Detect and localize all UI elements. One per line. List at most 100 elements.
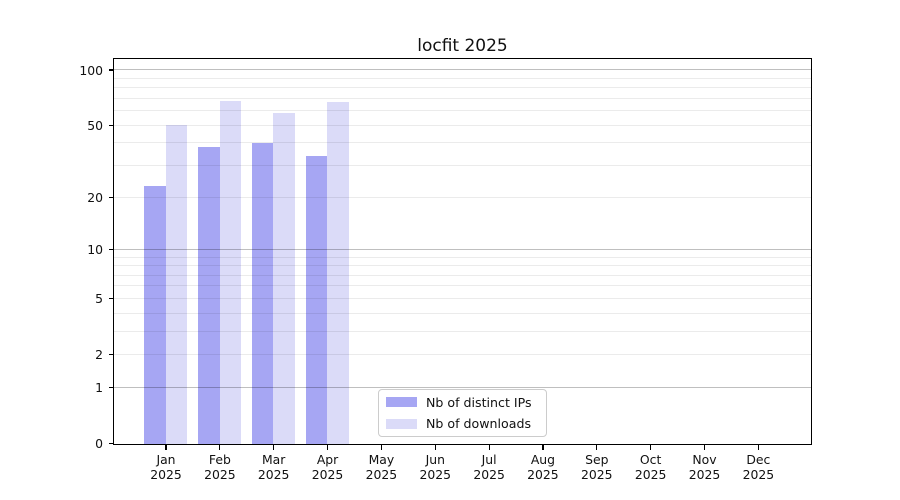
x-tick-label: Jan 2025 [134, 452, 198, 482]
x-tick-month: Feb [208, 452, 231, 467]
x-tick-label: Mar 2025 [242, 452, 306, 482]
x-tick-label: Jul 2025 [457, 452, 521, 482]
x-tick-year: 2025 [311, 467, 344, 482]
x-tick-year: 2025 [473, 467, 505, 482]
x-tick [650, 445, 652, 450]
gridline-minor [113, 110, 811, 112]
bar-downloads [219, 100, 242, 444]
y-tick-label: 5 [95, 291, 103, 307]
x-tick-year: 2025 [742, 467, 775, 482]
x-tick-year: 2025 [527, 467, 559, 482]
x-tick-year: 2025 [204, 467, 236, 482]
x-tick-month: Aug [530, 452, 556, 467]
x-tick-month: Jul [481, 452, 497, 467]
gridline-minor [113, 312, 811, 314]
x-tick-year: 2025 [688, 467, 721, 482]
x-tick-month: Dec [746, 452, 771, 467]
y-tick-label: 1 [95, 380, 103, 396]
x-tick [434, 445, 436, 450]
y-tick [108, 298, 114, 300]
x-tick [488, 445, 490, 450]
legend-item-distinct-ips: Nb of distinct IPs [386, 393, 546, 412]
gridline-minor [113, 330, 811, 332]
x-tick-year: 2025 [257, 467, 290, 482]
legend-swatch-distinct-ips [386, 397, 417, 407]
x-tick [165, 445, 167, 450]
plot-area [112, 57, 812, 445]
bar-distinct-ips [251, 142, 274, 444]
x-tick-month: Mar [261, 452, 286, 467]
y-tick [108, 248, 114, 251]
gridline-minor [113, 274, 811, 276]
x-tick-year: 2025 [419, 467, 452, 482]
y-tick-label: 50 [87, 117, 103, 133]
gridline-major [113, 386, 811, 389]
x-tick-year: 2025 [581, 467, 613, 482]
y-tick [108, 354, 114, 356]
x-tick [380, 445, 382, 450]
x-tick [219, 445, 221, 450]
y-tick-label: 0 [95, 436, 103, 452]
bar-downloads [327, 101, 349, 444]
x-tick [703, 445, 706, 450]
x-tick-month: Apr [316, 452, 339, 467]
x-tick-label: Feb 2025 [188, 452, 252, 482]
bar-downloads [165, 125, 188, 444]
gridline-minor [113, 256, 811, 258]
gridline-minor [113, 297, 811, 299]
x-tick [326, 445, 329, 450]
bar-distinct-ips [305, 155, 328, 444]
y-tick [108, 124, 114, 126]
bar-distinct-ips [198, 146, 220, 444]
x-tick-year: 2025 [150, 467, 182, 482]
legend-box: Nb of distinct IPs Nb of downloads [378, 389, 547, 437]
gridline-major [113, 248, 811, 250]
legend-label-downloads: Nb of downloads [426, 416, 532, 432]
y-tick-label: 100 [79, 62, 103, 78]
x-tick-month: May [368, 452, 395, 467]
gridline-minor [113, 354, 811, 356]
y-tick [108, 443, 114, 445]
y-tick-label: 20 [87, 189, 103, 205]
y-tick-label: 10 [87, 242, 103, 258]
gridline-minor [113, 124, 811, 126]
x-tick-month: Sep [585, 452, 609, 467]
x-tick-label: May 2025 [349, 452, 413, 482]
x-tick-month: Oct [639, 452, 662, 467]
x-tick-label: Sep 2025 [565, 452, 629, 482]
gridline-minor [113, 285, 811, 287]
x-tick-month: Jun [425, 452, 445, 467]
x-tick-label: Jun 2025 [403, 452, 467, 482]
x-tick [273, 445, 275, 450]
x-tick-month: Jan [156, 452, 176, 467]
y-tick-label: 2 [95, 347, 103, 363]
gridline-minor [113, 87, 811, 89]
x-tick-label: Nov 2025 [673, 452, 737, 482]
legend-swatch-downloads [386, 419, 417, 429]
y-tick [108, 387, 114, 389]
gridline-minor [113, 77, 811, 79]
x-tick-label: Aug 2025 [511, 452, 575, 482]
x-tick-label: Oct 2025 [619, 452, 683, 482]
x-tick [596, 445, 598, 450]
x-tick-label: Apr 2025 [296, 452, 360, 482]
legend-label-distinct-ips: Nb of distinct IPs [426, 394, 532, 410]
bar-downloads [273, 113, 296, 444]
gridline-minor [113, 142, 811, 144]
gridline-minor [113, 97, 811, 99]
gridline-major [113, 69, 811, 71]
gridline-minor [113, 265, 811, 267]
x-tick-year: 2025 [365, 467, 398, 482]
x-tick [542, 445, 544, 450]
x-tick [757, 445, 759, 450]
x-tick-year: 2025 [634, 467, 667, 482]
y-tick [108, 69, 114, 71]
bar-distinct-ips [144, 186, 166, 444]
legend-item-downloads: Nb of downloads [386, 414, 546, 433]
y-tick [108, 196, 114, 198]
gridline-minor [113, 196, 811, 198]
x-tick-label: Dec 2025 [726, 452, 790, 482]
x-tick-month: Nov [692, 452, 717, 467]
chart-title: locfit 2025 [417, 36, 508, 56]
